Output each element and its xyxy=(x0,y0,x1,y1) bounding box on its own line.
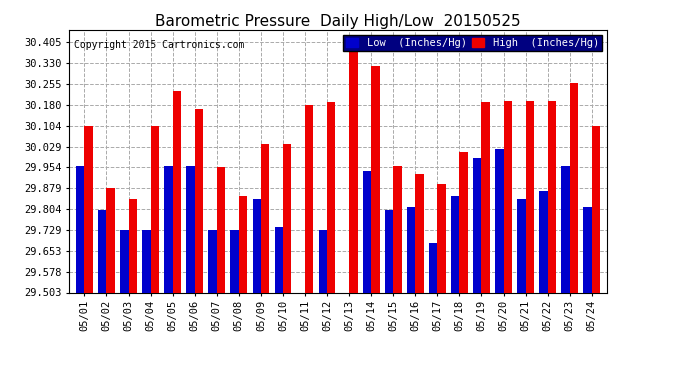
Bar xyxy=(217,167,225,292)
Bar xyxy=(349,41,357,292)
Bar xyxy=(195,109,203,292)
Bar xyxy=(393,166,402,292)
Bar xyxy=(275,227,283,292)
Bar xyxy=(172,91,181,292)
Bar xyxy=(98,210,106,292)
Bar xyxy=(283,144,291,292)
Bar xyxy=(473,158,482,292)
Bar xyxy=(495,149,504,292)
Bar xyxy=(327,102,335,292)
Bar xyxy=(592,126,600,292)
Bar xyxy=(142,230,150,292)
Title: Barometric Pressure  Daily High/Low  20150525: Barometric Pressure Daily High/Low 20150… xyxy=(155,14,521,29)
Bar xyxy=(76,166,84,292)
Bar xyxy=(526,100,534,292)
Bar xyxy=(84,126,93,292)
Bar xyxy=(164,166,172,292)
Bar xyxy=(504,100,512,292)
Bar xyxy=(570,82,578,292)
Bar xyxy=(150,126,159,292)
Bar xyxy=(460,152,468,292)
Bar xyxy=(319,230,327,292)
Bar xyxy=(385,210,393,292)
Bar xyxy=(230,230,239,292)
Bar xyxy=(120,230,128,292)
Bar xyxy=(437,184,446,292)
Bar xyxy=(363,171,371,292)
Bar xyxy=(106,188,115,292)
Bar xyxy=(540,191,548,292)
Legend: Low  (Inches/Hg), High  (Inches/Hg): Low (Inches/Hg), High (Inches/Hg) xyxy=(343,35,602,51)
Text: Copyright 2015 Cartronics.com: Copyright 2015 Cartronics.com xyxy=(75,40,245,51)
Bar xyxy=(253,199,261,292)
Bar xyxy=(261,144,269,292)
Bar xyxy=(518,199,526,292)
Bar xyxy=(305,105,313,292)
Bar xyxy=(415,174,424,292)
Bar xyxy=(482,102,490,292)
Bar xyxy=(583,207,592,292)
Bar xyxy=(548,100,556,292)
Bar xyxy=(208,230,217,292)
Bar xyxy=(128,199,137,292)
Bar xyxy=(451,196,460,292)
Bar xyxy=(407,207,415,292)
Bar xyxy=(186,166,195,292)
Bar xyxy=(429,243,437,292)
Bar xyxy=(239,196,247,292)
Bar xyxy=(371,66,380,292)
Bar xyxy=(562,166,570,292)
